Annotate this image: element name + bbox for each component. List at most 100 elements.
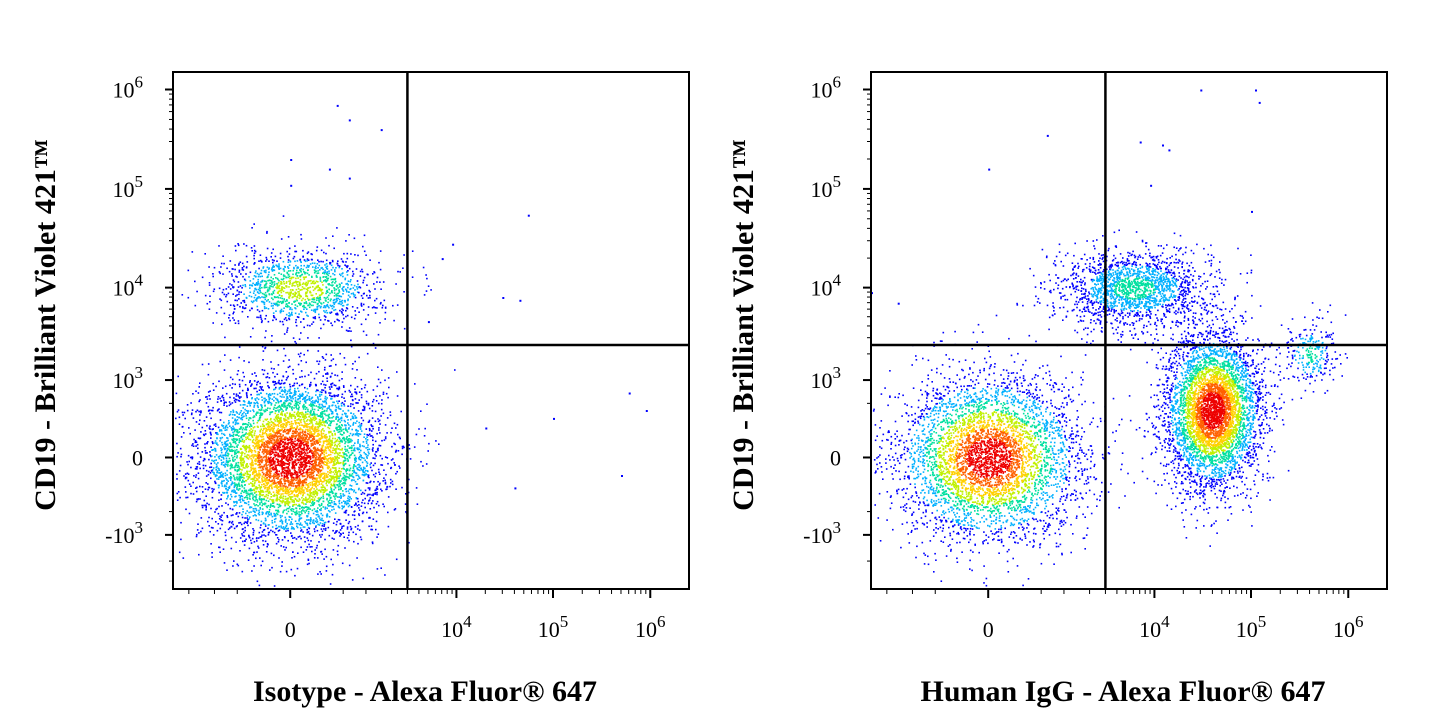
event-dot <box>313 468 316 471</box>
event-dot <box>248 497 251 499</box>
event-dot <box>281 441 284 444</box>
event-dot <box>311 550 313 553</box>
event-dot <box>345 427 347 429</box>
event-dot <box>221 483 223 485</box>
event-dot <box>278 529 281 531</box>
event-dot <box>405 493 407 495</box>
event-dot <box>324 449 326 452</box>
event-dot <box>241 516 244 519</box>
event-dot <box>386 457 389 459</box>
event-dot <box>302 442 305 444</box>
event-dot <box>255 413 257 415</box>
event-dot <box>250 542 253 544</box>
event-dot <box>233 489 235 491</box>
event-dot <box>246 496 249 499</box>
event-dot <box>336 484 338 486</box>
event-dot <box>246 520 249 523</box>
event-dot <box>302 460 305 463</box>
event-dot <box>236 563 239 566</box>
event-dot <box>288 412 291 415</box>
event-dot <box>319 522 322 524</box>
event-dot <box>274 404 276 406</box>
event-dot <box>348 520 351 523</box>
event-dot <box>300 438 303 440</box>
event-dot <box>239 521 242 524</box>
event-dot <box>306 471 308 473</box>
event-dot <box>323 528 325 530</box>
event-dot <box>345 470 347 473</box>
event-dot <box>279 409 281 411</box>
event-dot <box>330 458 332 460</box>
event-dot <box>178 416 181 419</box>
event-dot <box>320 519 323 521</box>
event-dot <box>224 472 227 474</box>
event-dot <box>214 456 216 458</box>
event-dot <box>300 529 303 531</box>
event-dot <box>305 399 308 401</box>
event-dot <box>377 418 379 420</box>
event-dot <box>278 475 281 478</box>
event-dot <box>258 531 261 534</box>
event-dot <box>273 418 276 421</box>
event-dot <box>427 450 429 452</box>
event-dot <box>316 452 319 454</box>
event-dot <box>331 397 333 400</box>
event-dot <box>197 392 200 394</box>
event-dot <box>242 422 245 425</box>
event-dot <box>264 525 267 527</box>
event-dot <box>358 421 360 424</box>
event-dot <box>311 435 314 437</box>
event-dot <box>296 454 298 457</box>
event-dot <box>348 477 351 480</box>
event-dot <box>302 492 304 494</box>
event-dot <box>245 465 248 468</box>
event-dot <box>296 447 299 450</box>
event-dot <box>274 451 277 454</box>
event-dot <box>235 395 238 397</box>
event-dot <box>288 507 290 510</box>
event-dot <box>305 454 308 456</box>
event-dot <box>306 425 308 427</box>
event-dot <box>271 515 274 518</box>
event-dot <box>249 470 251 473</box>
event-dot <box>278 388 281 390</box>
event-dot <box>310 488 312 490</box>
event-dot <box>290 427 293 429</box>
event-dot <box>357 524 359 527</box>
event-dot <box>240 523 243 526</box>
event-dot <box>248 402 251 405</box>
event-dot <box>251 485 254 487</box>
event-dot <box>338 506 341 509</box>
event-dot <box>301 448 303 450</box>
event-dot <box>340 462 342 464</box>
event-dot <box>242 528 244 530</box>
event-dot <box>342 476 344 479</box>
event-dot <box>191 412 193 415</box>
event-dot <box>295 503 298 506</box>
event-dot <box>308 447 311 449</box>
event-dot <box>389 485 391 488</box>
event-dot <box>317 500 320 503</box>
event-dot <box>287 403 290 406</box>
event-dot <box>198 400 200 403</box>
event-dot <box>248 518 250 520</box>
event-dot <box>312 459 315 462</box>
event-dot <box>339 452 341 454</box>
event-dot <box>229 376 232 379</box>
event-dot <box>295 463 298 465</box>
event-dot <box>236 477 238 480</box>
event-dot <box>223 454 225 457</box>
event-dot <box>305 484 308 486</box>
event-dot <box>246 470 248 473</box>
event-dot <box>218 430 221 432</box>
event-dot <box>229 403 232 405</box>
event-dot <box>244 484 246 486</box>
event-dot <box>359 464 361 467</box>
event-dot <box>329 510 331 513</box>
event-dot <box>261 442 264 444</box>
event-dot <box>231 383 234 385</box>
event-dot <box>334 404 337 407</box>
event-dot <box>289 415 291 418</box>
event-dot <box>234 491 236 494</box>
event-dot <box>281 396 283 398</box>
